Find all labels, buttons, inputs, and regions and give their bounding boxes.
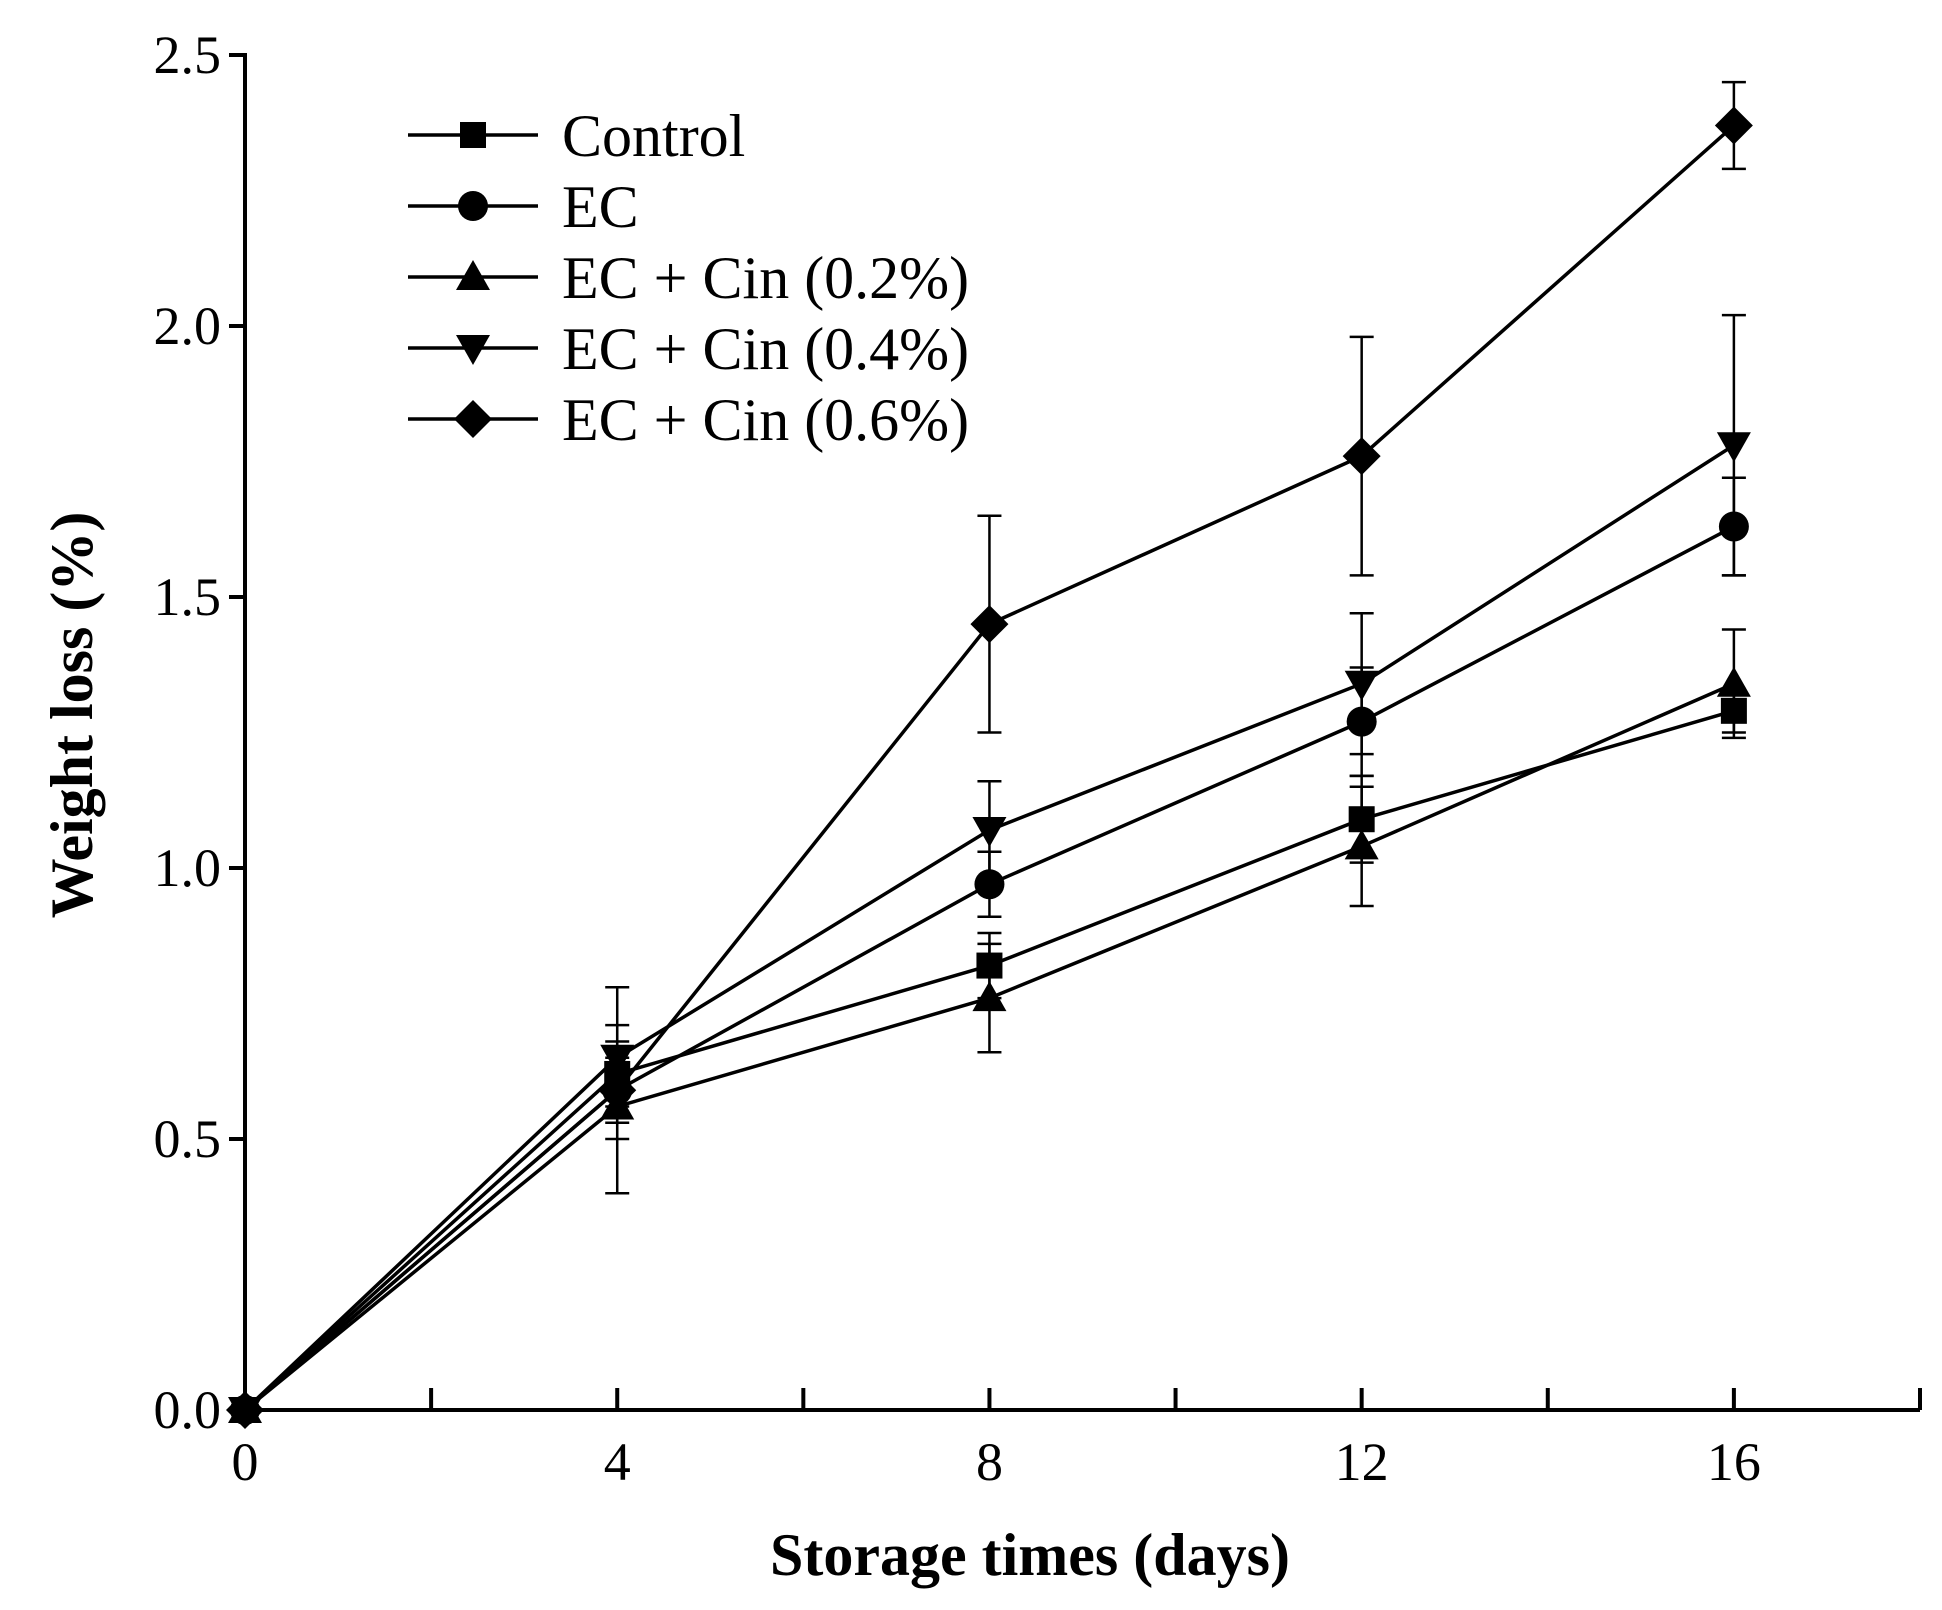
series-line-4 bbox=[243, 124, 1736, 1412]
y-tick-label: 2.0 bbox=[154, 296, 222, 356]
data-point bbox=[1716, 666, 1751, 697]
legend-label: EC + Cin (0.4%) bbox=[562, 316, 969, 382]
legend-marker bbox=[456, 260, 490, 290]
x-tick-label: 8 bbox=[976, 1432, 1003, 1492]
y-tick-label: 1.0 bbox=[154, 838, 222, 898]
data-point bbox=[976, 952, 1003, 979]
legend-label: EC bbox=[562, 174, 639, 240]
data-point bbox=[1344, 670, 1379, 701]
y-tick-label: 1.5 bbox=[154, 567, 222, 627]
x-axis-title: Storage times (days) bbox=[770, 1522, 1290, 1588]
y-tick-label: 2.5 bbox=[154, 25, 222, 85]
legend-marker bbox=[454, 400, 492, 438]
data-point bbox=[972, 981, 1007, 1012]
legend-marker bbox=[456, 335, 490, 365]
x-tick-label: 16 bbox=[1707, 1432, 1761, 1492]
legend-marker bbox=[460, 122, 486, 148]
data-point bbox=[1344, 829, 1379, 860]
data-point bbox=[1348, 806, 1375, 833]
legend-label: Control bbox=[562, 103, 745, 169]
data-point bbox=[226, 1391, 264, 1429]
data-point bbox=[1718, 511, 1749, 542]
legend-marker bbox=[458, 191, 488, 221]
data-point bbox=[600, 1044, 635, 1075]
data-point bbox=[1342, 437, 1381, 476]
x-tick-label: 0 bbox=[232, 1432, 259, 1492]
data-point bbox=[974, 869, 1005, 900]
x-tick-label: 4 bbox=[604, 1432, 631, 1492]
data-markers bbox=[226, 106, 1753, 1429]
series-lines bbox=[243, 124, 1736, 1412]
data-point bbox=[1720, 697, 1747, 724]
data-point bbox=[1714, 106, 1753, 145]
y-axis-title: Weight loss (%) bbox=[39, 512, 105, 919]
data-point bbox=[972, 817, 1007, 848]
data-point bbox=[970, 605, 1009, 644]
data-point bbox=[1716, 432, 1751, 463]
y-tick-label: 0.0 bbox=[154, 1380, 222, 1440]
data-point bbox=[598, 1071, 637, 1110]
x-tick-label: 12 bbox=[1335, 1432, 1389, 1492]
legend-label: EC + Cin (0.2%) bbox=[562, 245, 969, 311]
data-point bbox=[1346, 706, 1377, 737]
axes: 0.0 0.5 1.0 1.5 2.0 2.5 0 4 8 12 16 bbox=[154, 25, 1922, 1492]
legend-label: EC + Cin (0.6%) bbox=[562, 387, 969, 453]
y-tick-label: 0.5 bbox=[154, 1109, 222, 1169]
